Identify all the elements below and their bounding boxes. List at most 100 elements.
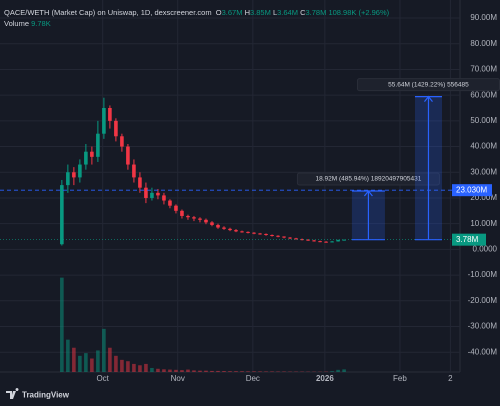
brand-name: TradingView bbox=[22, 391, 70, 400]
volume-label: Volume bbox=[4, 19, 30, 28]
candle-body bbox=[156, 192, 160, 196]
legend: QACE/WETH (Market Cap) on Uniswap, 1D, d… bbox=[4, 7, 389, 29]
change: 108.98K (+2.96%) bbox=[328, 8, 390, 17]
candle-body bbox=[84, 151, 88, 165]
measure-label: 55.64M (1429.22%) 556485 bbox=[388, 81, 469, 88]
volume-bar bbox=[150, 367, 154, 372]
candle-body bbox=[216, 224, 220, 228]
candle-body bbox=[228, 228, 232, 231]
y-tick-label: 90.00M bbox=[470, 13, 497, 22]
volume-bar bbox=[138, 365, 142, 372]
volume-bar bbox=[66, 339, 70, 372]
brand-logo bbox=[6, 388, 19, 399]
candle-body bbox=[114, 120, 118, 137]
y-tick-label: 80.00M bbox=[470, 39, 497, 48]
price-line-label: 23.030M bbox=[456, 185, 487, 194]
candle-body bbox=[204, 219, 208, 223]
volume-bar bbox=[336, 369, 340, 372]
candle-body bbox=[102, 107, 106, 134]
x-tick-label: 2026 bbox=[316, 374, 334, 383]
y-tick-label: 70.00M bbox=[470, 65, 497, 74]
candle-body bbox=[138, 177, 142, 188]
x-tick-label: Dec bbox=[246, 374, 260, 383]
y-tick-label: 40.00M bbox=[470, 142, 497, 151]
y-tick-label: 30.00M bbox=[470, 167, 497, 176]
candle-body bbox=[300, 239, 304, 241]
candle-body bbox=[150, 192, 154, 198]
candle-body bbox=[174, 205, 178, 211]
volume-value: 9.78K bbox=[31, 19, 51, 28]
candle-body bbox=[60, 185, 64, 245]
candle-body bbox=[132, 164, 136, 178]
candle-body bbox=[210, 222, 214, 225]
x-tick-label: 2 bbox=[448, 374, 453, 383]
measure-arrowhead bbox=[424, 95, 433, 103]
candle-body bbox=[288, 237, 292, 239]
volume-bar bbox=[240, 371, 244, 372]
legend-row: Volume 9.78K bbox=[4, 18, 389, 29]
candle-body bbox=[258, 233, 262, 235]
candle-body bbox=[96, 133, 100, 157]
candle-body bbox=[306, 239, 310, 241]
candle-body bbox=[66, 172, 70, 186]
volume-bar bbox=[144, 363, 148, 372]
symbol: QACE/WETH (Market Cap) on Uniswap, 1D, d… bbox=[4, 8, 212, 17]
volume-bar bbox=[168, 369, 172, 372]
volume-bar bbox=[78, 355, 82, 372]
volume-bar bbox=[174, 369, 178, 372]
volume-bar bbox=[270, 371, 274, 372]
candle-body bbox=[162, 195, 166, 201]
candle-body bbox=[126, 146, 130, 165]
y-tick-label: -40.00M bbox=[468, 347, 498, 356]
price-line-badge bbox=[452, 184, 492, 197]
candle-body bbox=[198, 218, 202, 220]
ohlc-value: 3.78M bbox=[305, 8, 327, 17]
candle-body bbox=[90, 151, 94, 157]
x-tick-label: Nov bbox=[171, 374, 185, 383]
ohlc-value: 3.67M bbox=[221, 8, 243, 17]
candle-body bbox=[240, 231, 244, 233]
candle-body bbox=[336, 239, 340, 242]
ohlc: O3.67M H3.85M L3.64M C3.78M 108.98K (+2.… bbox=[214, 8, 389, 17]
volume-bar bbox=[108, 347, 112, 372]
volume-bar bbox=[162, 369, 166, 372]
candle-body bbox=[330, 241, 334, 243]
volume-bar bbox=[114, 355, 118, 372]
volume-bar bbox=[60, 277, 64, 372]
candle-body bbox=[180, 210, 184, 216]
volume-bar bbox=[258, 371, 262, 372]
candle-body bbox=[144, 187, 148, 198]
y-tick-label: 0.0000 bbox=[473, 244, 498, 253]
ohlc-key: H bbox=[244, 8, 250, 17]
candle-body bbox=[342, 239, 346, 241]
volume-bar bbox=[210, 370, 214, 372]
volume-bar bbox=[102, 328, 106, 372]
volume-bar bbox=[234, 371, 238, 372]
volume-bar bbox=[198, 370, 202, 372]
volume-bar bbox=[120, 359, 124, 372]
y-tick-label: -10.00M bbox=[468, 270, 498, 279]
candle-body bbox=[120, 136, 124, 147]
candle-body bbox=[72, 172, 76, 178]
candle-body bbox=[282, 236, 286, 238]
volume-bar bbox=[330, 371, 334, 372]
ohlc-key: O bbox=[215, 8, 222, 17]
ohlc-value: 3.64M bbox=[277, 8, 298, 17]
ohlc-key: L bbox=[272, 8, 278, 17]
y-tick-label: -20.00M bbox=[468, 296, 498, 305]
candle-body bbox=[246, 231, 250, 233]
candle-body bbox=[294, 238, 298, 240]
y-tick-label: -30.00M bbox=[468, 322, 498, 331]
volume-bar bbox=[126, 361, 130, 372]
candle-body bbox=[252, 232, 256, 234]
candle-body bbox=[276, 235, 280, 237]
candle-body bbox=[186, 215, 190, 218]
last-price-label: 3.78M bbox=[456, 235, 479, 244]
y-tick-label: 20.00M bbox=[470, 193, 497, 202]
y-tick-label: 60.00M bbox=[470, 90, 497, 99]
x-tick-label: Oct bbox=[96, 374, 109, 383]
volume-bar bbox=[192, 370, 196, 372]
candle-body bbox=[324, 241, 328, 243]
